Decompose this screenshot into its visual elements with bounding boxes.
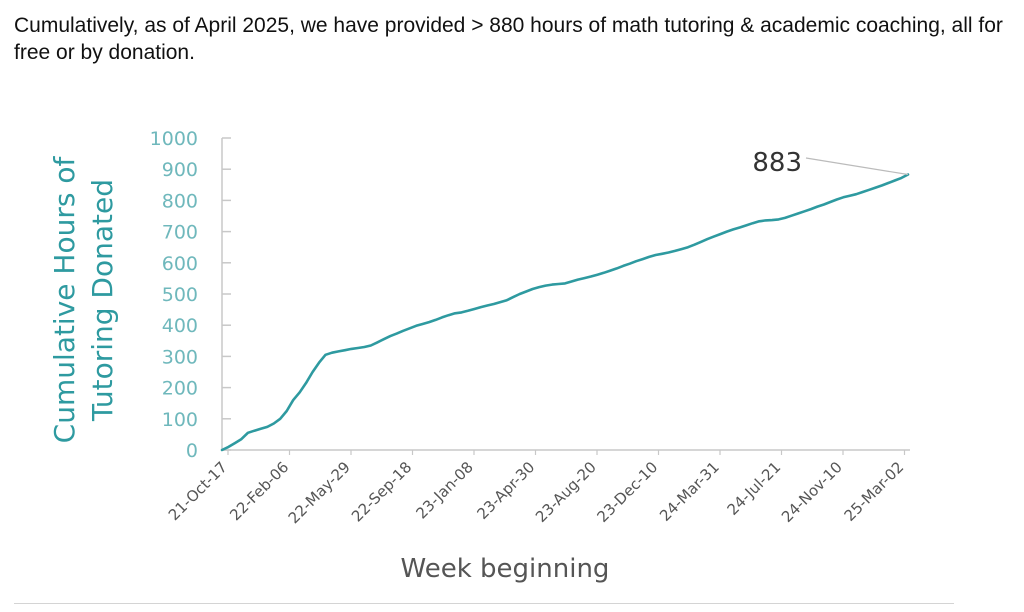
annotation-final-value: 883 [752,148,802,178]
x-tick-label: 23-Apr-30 [474,458,539,523]
y-axis-ticks: 0 100 200 300 400 500 600 700 800 900 1000 [150,128,231,462]
y-tick-label: 100 [162,409,198,431]
y-axis-label-line-2: Tutoring Donated [86,179,119,422]
y-tick-label: 900 [162,159,198,181]
x-tick-label: 23-Dec-10 [593,458,661,526]
x-axis-ticks: 21-Oct-1722-Feb-0622-May-2922-Sep-1823-J… [165,450,908,527]
y-axis-label-line-1: Cumulative Hours of [48,156,81,444]
y-tick-label: 600 [162,253,198,275]
axis-labels: Cumulative Hours of Tutoring Donated Wee… [48,156,609,584]
annotation-leader-line [805,157,909,176]
y-tick-label: 700 [162,222,198,244]
y-tick-label: 300 [162,346,198,368]
x-tick-label: 22-Sep-18 [348,458,415,525]
x-tick-label: 21-Oct-17 [165,458,231,524]
x-tick-label: 23-Jan-08 [413,458,477,522]
x-tick-label: 25-Mar-02 [841,458,908,525]
y-tick-label: 800 [162,190,198,212]
series-group [220,173,910,452]
y-tick-label: 400 [162,315,198,337]
series-line-cumulative-hours [220,173,910,452]
y-tick-label: 200 [162,378,198,400]
intro-text: Cumulatively, as of April 2025, we have … [14,14,1003,64]
y-tick-label: 0 [186,440,198,462]
x-tick-label: 23-Aug-20 [532,458,600,526]
x-tick-label: 22-Feb-06 [226,458,292,524]
x-axis-label: Week beginning [401,554,610,584]
annotation-group: 883 [752,148,909,178]
x-tick-label: 24-Jul-21 [724,458,785,519]
x-tick-label: 24-Mar-31 [656,458,723,525]
x-tick-label: 24-Nov-10 [778,458,846,526]
y-tick-label: 500 [162,284,198,306]
bottom-divider [14,603,954,604]
chart-axes [221,138,910,451]
x-tick-label: 22-May-29 [285,458,354,527]
y-tick-label: 1000 [150,128,198,150]
